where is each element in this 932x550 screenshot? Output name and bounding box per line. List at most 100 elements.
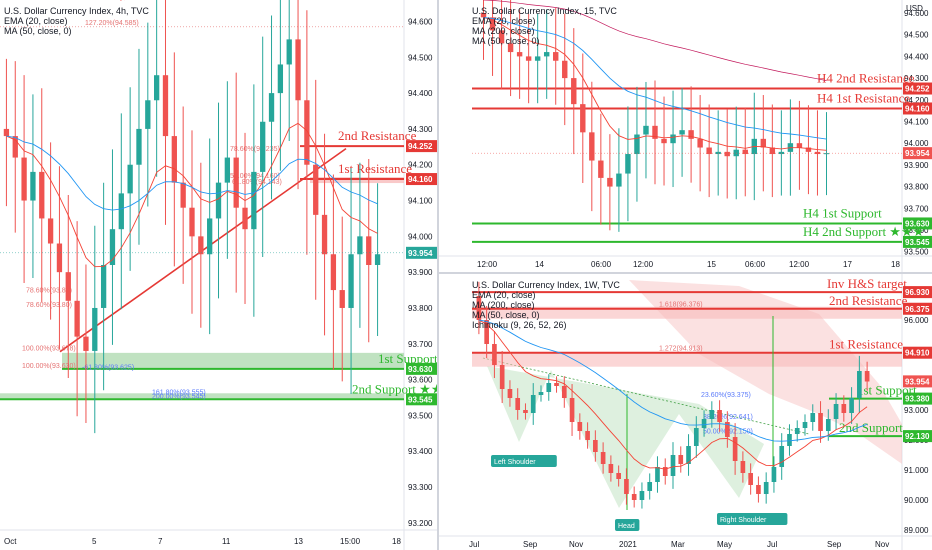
- h4-level-label: 2nd Resistance: [338, 128, 417, 143]
- weekly-fib-label: 1.272(94.913): [659, 346, 703, 353]
- m15-x-tick-label: 06:00: [591, 260, 612, 269]
- weekly-candle: [561, 386, 567, 398]
- weekly-candle: [810, 413, 816, 422]
- weekly-level-price-tag: 96.930: [905, 288, 930, 297]
- m15-candle: [553, 52, 559, 61]
- weekly-pattern-label-bg: [717, 513, 788, 525]
- weekly-candle: [802, 422, 808, 428]
- h4-level-label: 1st Resistance: [338, 161, 412, 176]
- m15-candle: [562, 60, 568, 79]
- h4-candle: [127, 164, 133, 194]
- weekly-candle: [833, 404, 839, 419]
- m15-chart-panel[interactable]: USD 94.600 94.500 94.400 94.300 94.200 94.100 9…: [439, 0, 932, 272]
- h4-x-tick-label: 13: [294, 537, 303, 546]
- weekly-candle: [849, 398, 854, 413]
- weekly-candle: [608, 464, 614, 473]
- weekly-chart[interactable]: 97.00096.00095.00094.00093.00092.00091.0…: [439, 274, 932, 550]
- h4-candle: [286, 39, 292, 65]
- m15-candle: [507, 43, 514, 53]
- h4-fib-label: -61.80%(93.625): [82, 365, 134, 372]
- h4-x-tick-label: Oct: [4, 537, 17, 546]
- m15-x-tick-label: 17: [843, 260, 852, 269]
- weekly-resistance-zone: [472, 352, 902, 367]
- m15-level-label: H4 1st Support: [803, 205, 882, 220]
- weekly-chart-legend: U.S. Dollar Currency Index, 1W, TVC EMA …: [472, 280, 620, 330]
- weekly-candle: [624, 479, 629, 494]
- weekly-level-price-tag-bg: [903, 392, 932, 405]
- m15-y-tick-label: 94.400: [904, 52, 929, 61]
- weekly-candle: [841, 404, 847, 413]
- h4-chart[interactable]: 94.600 94.500 94.400 94.300 94.200 94.100 94.0…: [0, 0, 437, 550]
- m15-level-price-tag-bg: [903, 82, 932, 95]
- weekly-y-tick-label: 93.000: [904, 406, 929, 415]
- weekly-x-tick-label: Sep: [523, 540, 538, 549]
- h4-current-price-tag: 93.954: [408, 249, 433, 258]
- m15-x-tick-label: 12:00: [633, 260, 654, 269]
- h4-y-tick-label: 94.400: [408, 89, 433, 98]
- m15-level-price-tag: 93.545: [905, 238, 930, 247]
- h4-y-tick-label: 94.600: [408, 17, 433, 26]
- weekly-y-tick-label: 91.000: [904, 466, 929, 475]
- h4-current-price-tag-bg: [406, 246, 437, 259]
- weekly-candle: [499, 365, 505, 389]
- m15-level-price-tag: 94.252: [905, 85, 930, 94]
- m15-level-price-tag-bg: [903, 102, 932, 115]
- weekly-candle: [709, 410, 715, 419]
- weekly-candle: [585, 431, 590, 440]
- h4-y-tick-label: 93.300: [408, 483, 433, 492]
- h4-candle: [145, 100, 151, 129]
- m15-candle: [534, 56, 541, 61]
- panel-divider-vertical[interactable]: [437, 0, 439, 550]
- h4-y-tick-label: 94.300: [408, 125, 433, 134]
- h4-candle: [233, 157, 239, 208]
- weekly-ema-label: EMA (20, close): [472, 290, 536, 300]
- h4-fib-127-label: 127.20%(94.585): [85, 20, 139, 27]
- h4-x-tick-label: 11: [222, 537, 231, 546]
- m15-ma50-line: [483, 16, 827, 140]
- h4-candle: [339, 290, 345, 308]
- h4-ma50-line: [6, 135, 378, 211]
- weekly-candle: [686, 446, 691, 464]
- h4-chart-panel[interactable]: 94.600 94.500 94.400 94.300 94.200 94.100 94.0…: [0, 0, 437, 550]
- weekly-candle: [701, 419, 707, 428]
- h4-candle: [330, 254, 337, 291]
- weekly-level-label: Inv H&S target: [827, 276, 907, 291]
- h4-candle: [268, 93, 275, 122]
- h4-candle: [224, 157, 230, 183]
- weekly-candle: [763, 482, 769, 494]
- h4-candle: [171, 136, 177, 183]
- weekly-level-price-tag-bg: [903, 346, 932, 359]
- weekly-candle: [771, 467, 777, 482]
- m15-level-label: H4 1st Resistance: [817, 90, 910, 105]
- m15-candle: [634, 134, 640, 155]
- m15-candle: [742, 149, 748, 155]
- weekly-candle: [600, 452, 606, 464]
- weekly-chart-panel[interactable]: 97.00096.00095.00094.00093.00092.00091.0…: [439, 274, 932, 550]
- weekly-hs-pattern-area: [487, 366, 764, 508]
- m15-candle: [589, 132, 595, 161]
- h4-y-tick-label: 93.400: [408, 447, 433, 456]
- m15-candle: [598, 160, 604, 178]
- m15-candle: [516, 52, 523, 57]
- panel-divider-horizontal[interactable]: [439, 272, 932, 274]
- m15-candle: [805, 147, 812, 152]
- h4-y-tick-label: 93.900: [408, 268, 433, 277]
- h4-fib-label: 100.00%(93.678): [22, 346, 76, 353]
- h4-candle: [83, 336, 89, 351]
- m15-y-tick-label: 93.900: [904, 161, 929, 170]
- m15-y-tick-label: 94.200: [904, 96, 929, 105]
- weekly-x-tick-label: Nov: [875, 540, 889, 549]
- weekly-candle: [593, 440, 598, 452]
- weekly-level-label: 2nd Support: [839, 420, 903, 435]
- h4-candle: [100, 265, 107, 308]
- h4-level-label: 1st Support: [378, 351, 437, 366]
- weekly-candle: [825, 419, 831, 431]
- weekly-pattern-label: Head: [618, 523, 635, 530]
- m15-x-tick-label: 14: [535, 260, 544, 269]
- h4-candle: [136, 128, 142, 165]
- h4-candle: [357, 236, 363, 255]
- m15-ema-label: EMA (20, close): [472, 16, 536, 26]
- m15-candle: [670, 134, 676, 144]
- m15-y-tick-label: 93.500: [904, 248, 929, 257]
